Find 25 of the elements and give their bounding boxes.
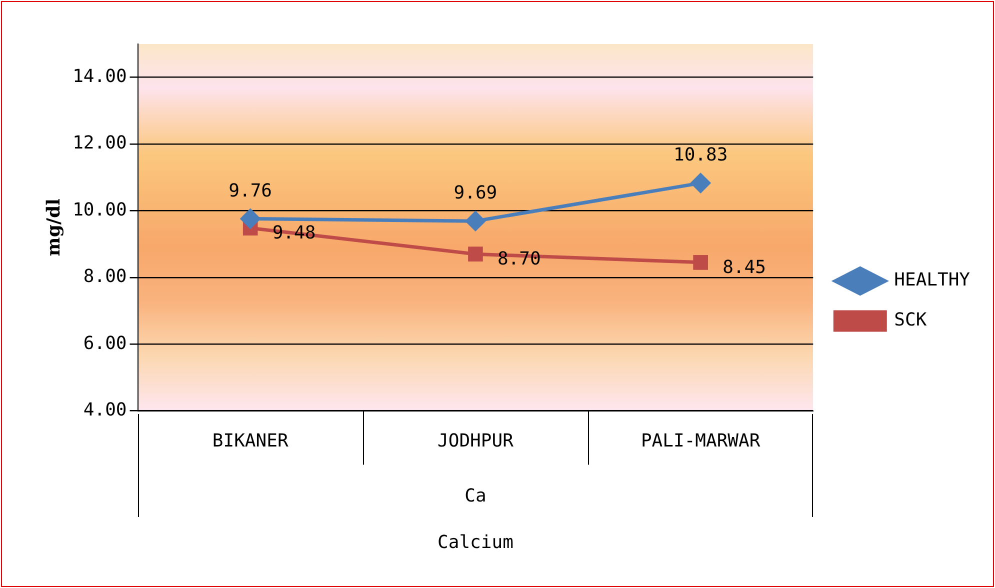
point <box>693 255 708 270</box>
point <box>468 246 483 262</box>
x-tick-label: BIKANER <box>212 430 288 452</box>
text: Ca <box>464 485 486 506</box>
y-tick-label: 12.00 <box>72 132 127 154</box>
point <box>240 208 260 228</box>
legend-label: SCK <box>894 310 927 331</box>
y-tick-label: 10.00 <box>72 199 127 220</box>
y-tick-label: 6.00 <box>83 332 127 354</box>
x-axis-title: Calcium <box>438 532 514 553</box>
x-tick-label: JODHPUR <box>438 430 514 452</box>
data-label: 9.69 <box>454 182 498 204</box>
point <box>690 173 710 193</box>
data-label: 10.83 <box>673 144 728 166</box>
data-label: 8.70 <box>497 248 541 270</box>
legend-label: HEALTHY <box>894 270 970 291</box>
x-tick-label: PALI-MARWAR <box>640 430 760 452</box>
data-label: 9.76 <box>228 180 272 202</box>
point <box>466 211 486 231</box>
data-label: 8.45 <box>722 257 766 278</box>
y-tick-label: 8.00 <box>83 266 127 288</box>
data-label: 9.48 <box>272 222 316 244</box>
y-tick-label: 4.00 <box>83 399 127 420</box>
y-tick-label: 14.00 <box>72 66 127 88</box>
y-axis-title: mg/dl <box>43 198 64 256</box>
